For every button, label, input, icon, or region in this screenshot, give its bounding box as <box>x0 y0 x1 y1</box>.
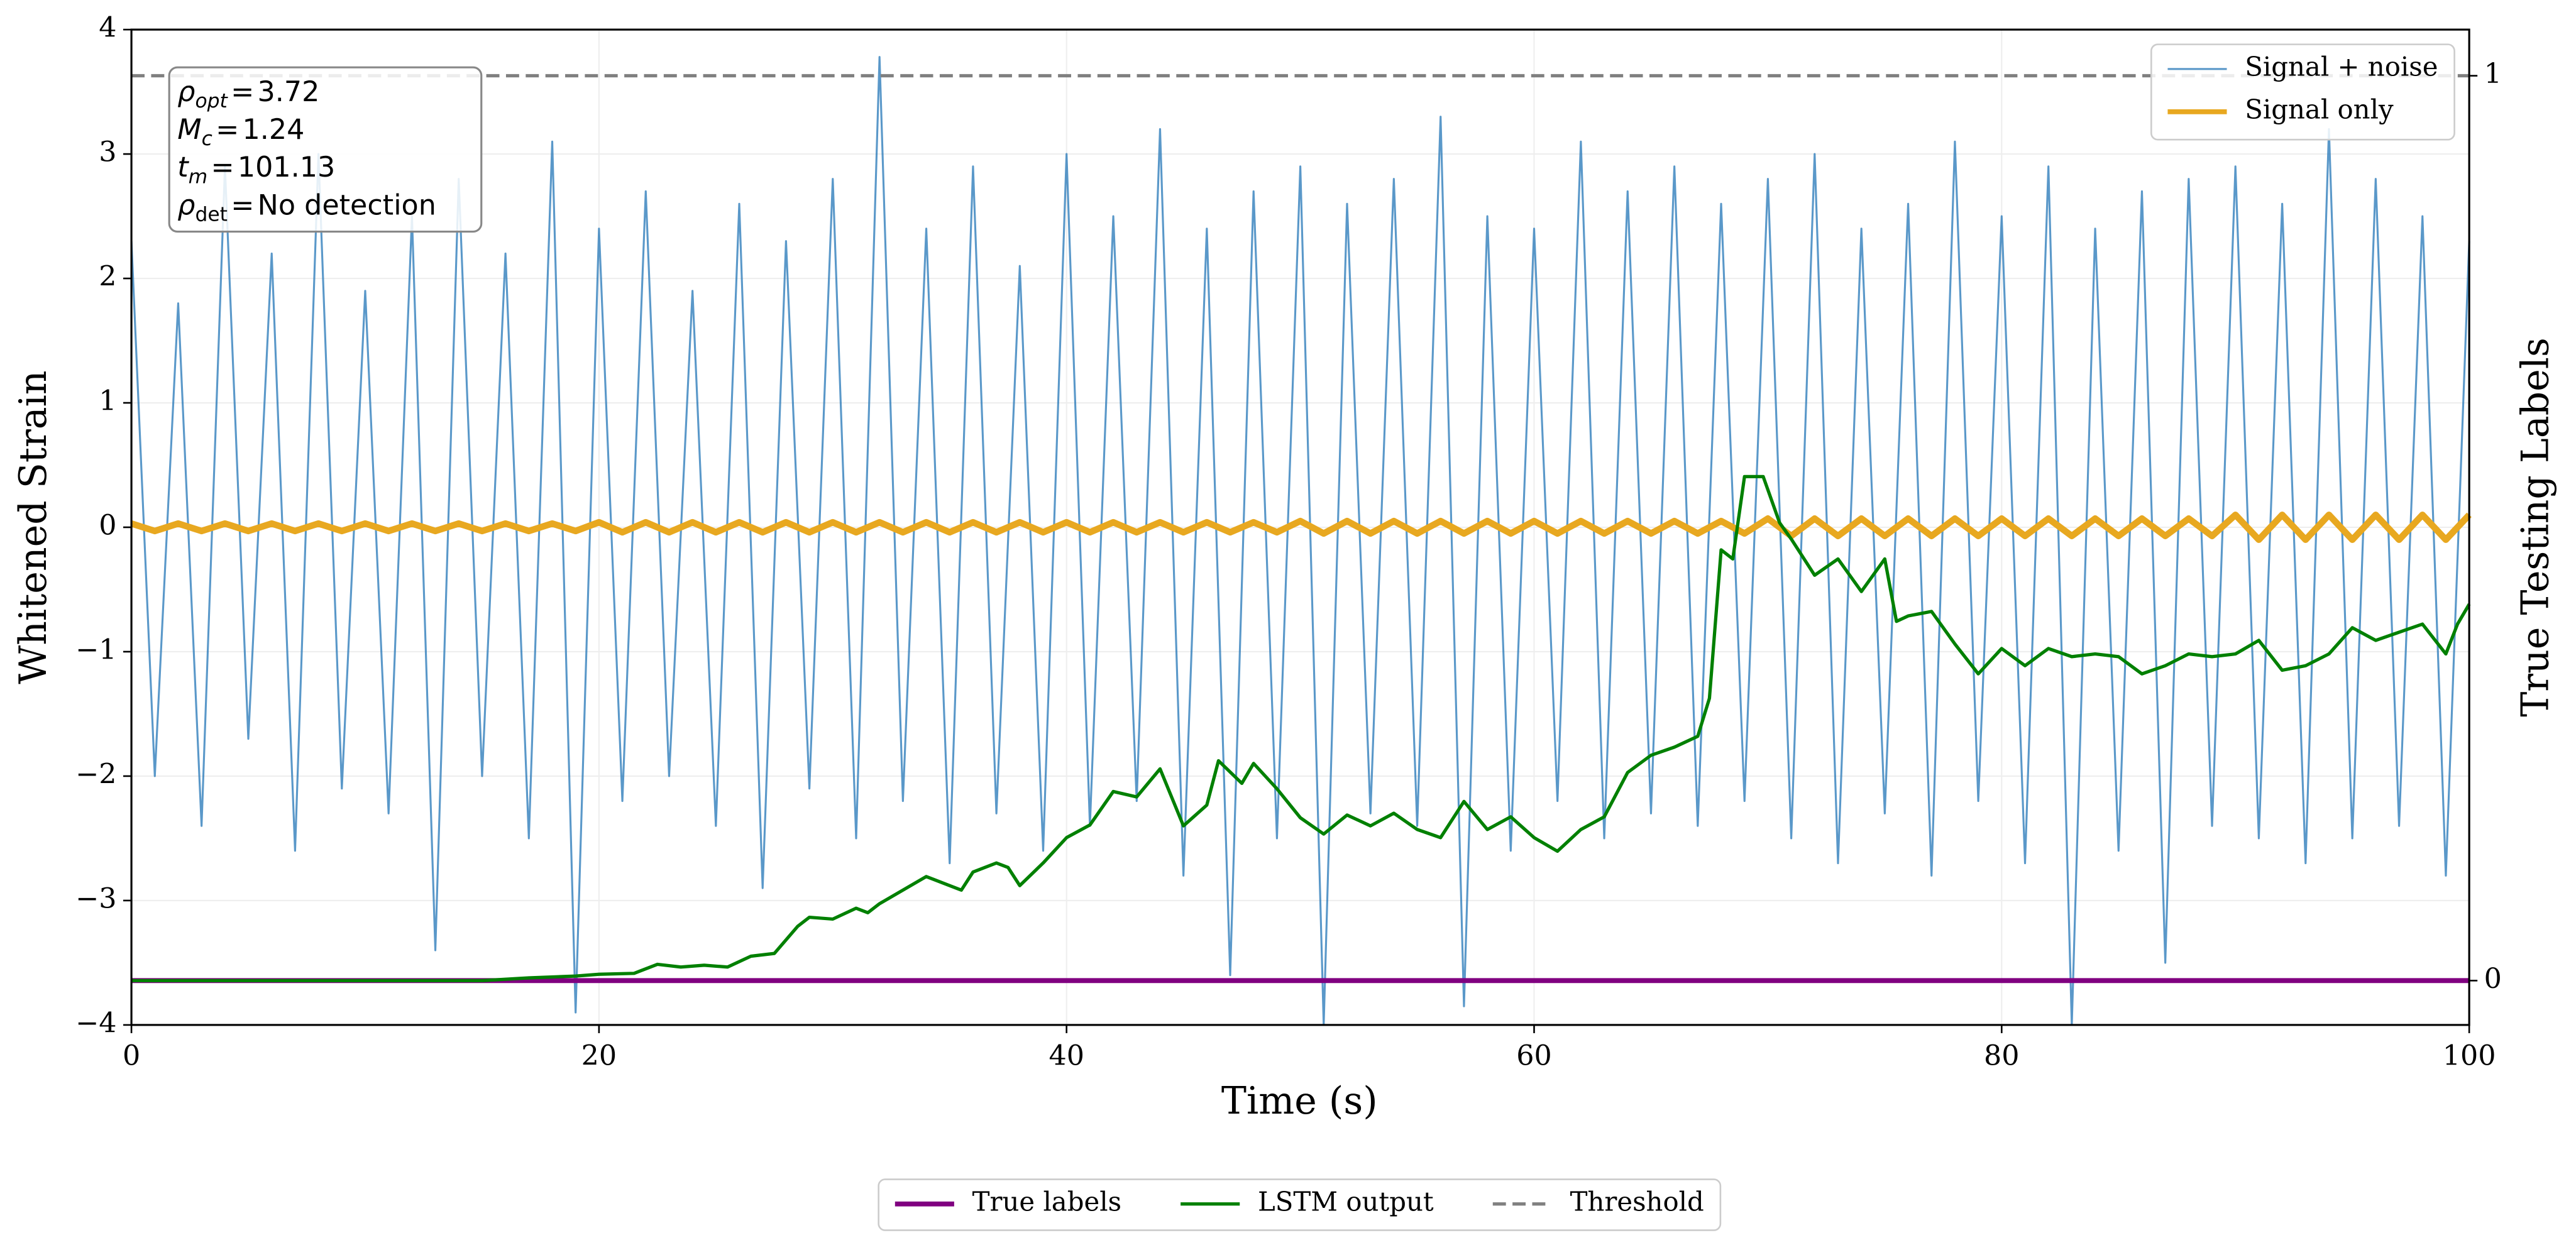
x-axis-label: Time (s) <box>1221 1079 1378 1123</box>
y-tick-label: 2 <box>99 261 116 293</box>
legend-box <box>2150 43 2455 141</box>
x-tick-label: 40 <box>1049 1040 1084 1072</box>
annotation-value: No detection <box>258 189 436 221</box>
series-line <box>131 474 2471 982</box>
annotation-symbol: ρ <box>177 189 195 221</box>
x-tick-label: 100 <box>2443 1040 2496 1072</box>
annotation-subscript: opt <box>195 90 228 112</box>
annotation-symbol: t <box>177 151 189 184</box>
annotation-value: 3.72 <box>258 76 320 108</box>
annotation-symbol: ρ <box>177 76 195 108</box>
annotation-value: 101.13 <box>238 151 335 184</box>
legend: True labels LSTM output Threshold <box>878 1178 1722 1231</box>
y-tick-label: 0 <box>99 509 116 541</box>
annotation-relation: = <box>211 151 234 184</box>
legend: Signal + noise Signal only <box>2150 43 2455 141</box>
annotation-symbol: M <box>177 114 201 146</box>
x-tick-label: 0 <box>123 1040 140 1072</box>
y-tick-label: −1 <box>75 633 116 666</box>
legend-label: True labels <box>972 1186 1121 1217</box>
y-tick-label: 3 <box>99 136 116 168</box>
y-tick-label: 4 <box>99 12 116 44</box>
y2-tick-label: 0 <box>2484 963 2502 995</box>
annotation: ρopt = 3.72 <box>177 76 319 112</box>
annotation-value: 1.24 <box>243 114 305 146</box>
annotation-subscript: c <box>202 128 212 150</box>
annotation: ρdet = No detection <box>177 189 436 226</box>
legends: Signal + noise Signal only True labels LSTM… <box>878 43 2455 1231</box>
x-tick-label: 60 <box>1516 1040 1552 1072</box>
x-tick-label: 80 <box>1984 1040 2020 1072</box>
series-line <box>130 511 2472 544</box>
legend-label: Threshold <box>1570 1186 1704 1217</box>
legend-label: Signal only <box>2245 94 2394 124</box>
y2-tick-label: 1 <box>2484 58 2502 90</box>
annotation: Mc = 1.24 <box>177 114 304 150</box>
annotation-relation: = <box>231 76 254 108</box>
plot-area <box>130 56 2472 1026</box>
y-tick-label: −3 <box>75 882 116 914</box>
y-axis-label: Whitened Strain <box>11 370 55 684</box>
annotation-subscript: m <box>189 165 208 188</box>
legend-box <box>878 1178 1722 1231</box>
annotation-box <box>168 66 483 233</box>
series-line <box>130 56 2470 1026</box>
y-tick-label: 1 <box>99 385 116 417</box>
legend-label: LSTM output <box>1258 1186 1434 1217</box>
annotation-relation: = <box>231 189 254 221</box>
annotation-subscript: det <box>195 203 228 226</box>
legend-label: Signal + noise <box>2245 51 2438 82</box>
x-tick-label: 20 <box>581 1040 617 1072</box>
y-tick-label: −4 <box>75 1007 116 1039</box>
y-tick-label: −2 <box>75 758 116 790</box>
y2-axis-label: True Testing Labels <box>2513 337 2557 717</box>
annotation-relation: = <box>216 114 239 146</box>
annotation: tm = 101.13 <box>177 151 335 188</box>
